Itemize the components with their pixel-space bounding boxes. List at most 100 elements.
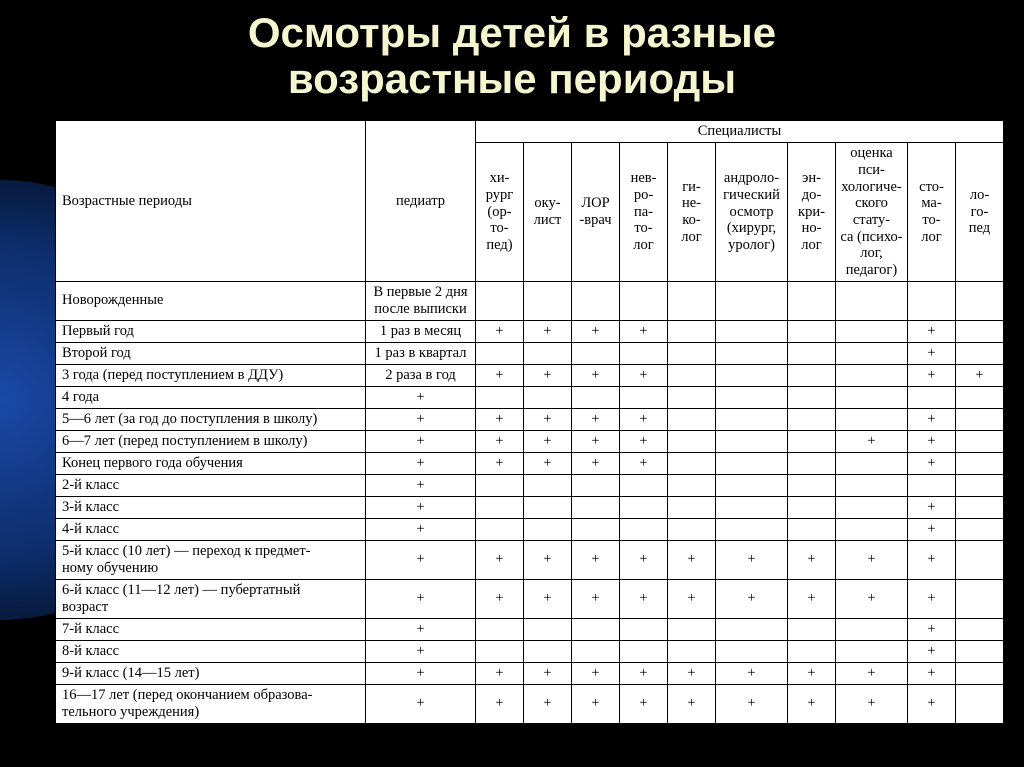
cell-age: 4-й класс	[56, 518, 366, 540]
cell-mark	[956, 430, 1004, 452]
header-col-7: оценка пси-хологиче-ского стату-са (псих…	[836, 143, 908, 281]
cell-mark	[524, 281, 572, 320]
cell-mark	[620, 496, 668, 518]
cell-age: 6-й класс (11—12 лет) — пубертатныйвозра…	[56, 579, 366, 618]
cell-mark	[524, 496, 572, 518]
cell-mark	[668, 496, 716, 518]
cell-mark	[788, 452, 836, 474]
cell-mark	[836, 518, 908, 540]
cell-mark: +	[788, 684, 836, 723]
cell-mark	[572, 342, 620, 364]
cell-mark: +	[836, 662, 908, 684]
cell-mark: +	[572, 320, 620, 342]
table-row: 16—17 лет (перед окончанием образова-тел…	[56, 684, 1004, 723]
cell-mark	[668, 640, 716, 662]
cell-mark: +	[836, 430, 908, 452]
table-row: НоворожденныеВ первые 2 дняпосле выписки	[56, 281, 1004, 320]
cell-pediatrician: +	[366, 662, 476, 684]
cell-mark	[620, 281, 668, 320]
table-row: 6-й класс (11—12 лет) — пубертатныйвозра…	[56, 579, 1004, 618]
cell-mark	[572, 618, 620, 640]
cell-mark	[716, 408, 788, 430]
table-row: Первый год1 раз в месяц+++++	[56, 320, 1004, 342]
table-row: 5-й класс (10 лет) — переход к предмет-н…	[56, 540, 1004, 579]
cell-mark	[956, 386, 1004, 408]
cell-mark: +	[908, 579, 956, 618]
cell-age: Первый год	[56, 320, 366, 342]
cell-pediatrician: +	[366, 618, 476, 640]
cell-mark	[620, 640, 668, 662]
cell-mark: +	[716, 662, 788, 684]
cell-mark	[476, 640, 524, 662]
cell-mark: +	[476, 684, 524, 723]
cell-mark	[716, 364, 788, 386]
cell-mark: +	[716, 579, 788, 618]
cell-mark: +	[524, 540, 572, 579]
cell-age: 4 года	[56, 386, 366, 408]
cell-mark: +	[476, 540, 524, 579]
cell-mark: +	[572, 364, 620, 386]
cell-mark	[668, 320, 716, 342]
cell-mark	[956, 496, 1004, 518]
cell-mark: +	[476, 452, 524, 474]
cell-mark: +	[908, 408, 956, 430]
table-row: 6—7 лет (перед поступлением в школу)++++…	[56, 430, 1004, 452]
cell-mark: +	[476, 408, 524, 430]
cell-mark: +	[908, 496, 956, 518]
cell-mark	[956, 618, 1004, 640]
cell-pediatrician: +	[366, 684, 476, 723]
cell-mark: +	[908, 518, 956, 540]
cell-mark: +	[524, 364, 572, 386]
header-age-periods: Возрастные периоды	[56, 121, 366, 281]
cell-pediatrician: 2 раза в год	[366, 364, 476, 386]
cell-age: 9-й класс (14—15 лет)	[56, 662, 366, 684]
cell-mark: +	[908, 364, 956, 386]
cell-pediatrician: +	[366, 496, 476, 518]
cell-mark: +	[620, 364, 668, 386]
header-specialists: Специалисты	[476, 121, 1004, 143]
cell-mark	[956, 684, 1004, 723]
cell-mark: +	[716, 684, 788, 723]
cell-mark	[836, 640, 908, 662]
cell-pediatrician: +	[366, 430, 476, 452]
cell-mark: +	[908, 342, 956, 364]
cell-mark	[788, 320, 836, 342]
table-row: 7-й класс++	[56, 618, 1004, 640]
cell-age: 6—7 лет (перед поступлением в школу)	[56, 430, 366, 452]
cell-mark	[788, 430, 836, 452]
cell-mark	[620, 618, 668, 640]
cell-mark	[908, 281, 956, 320]
cell-age: Второй год	[56, 342, 366, 364]
cell-mark	[836, 386, 908, 408]
cell-mark: +	[476, 430, 524, 452]
table-row: 9-й класс (14—15 лет)++++++++++	[56, 662, 1004, 684]
cell-mark	[620, 386, 668, 408]
cell-mark	[620, 342, 668, 364]
cell-mark	[716, 474, 788, 496]
table-row: 8-й класс++	[56, 640, 1004, 662]
header-col-3: нев-ро-па-то-лог	[620, 143, 668, 281]
cell-mark	[956, 518, 1004, 540]
cell-mark: +	[908, 320, 956, 342]
cell-pediatrician: +	[366, 452, 476, 474]
cell-mark: +	[524, 579, 572, 618]
cell-mark	[524, 386, 572, 408]
cell-mark: +	[668, 540, 716, 579]
cell-age: 8-й класс	[56, 640, 366, 662]
cell-pediatrician: +	[366, 518, 476, 540]
cell-mark	[836, 342, 908, 364]
cell-mark	[956, 474, 1004, 496]
cell-mark	[476, 496, 524, 518]
cell-mark: +	[788, 662, 836, 684]
cell-pediatrician: В первые 2 дняпосле выписки	[366, 281, 476, 320]
cell-mark	[956, 662, 1004, 684]
examination-table: Возрастные периоды педиатр Специалисты х…	[55, 120, 1004, 723]
cell-mark	[836, 496, 908, 518]
cell-mark	[524, 518, 572, 540]
cell-mark	[956, 452, 1004, 474]
cell-mark	[956, 579, 1004, 618]
cell-mark: +	[476, 364, 524, 386]
cell-mark	[836, 452, 908, 474]
cell-mark: +	[788, 579, 836, 618]
cell-mark: +	[572, 579, 620, 618]
